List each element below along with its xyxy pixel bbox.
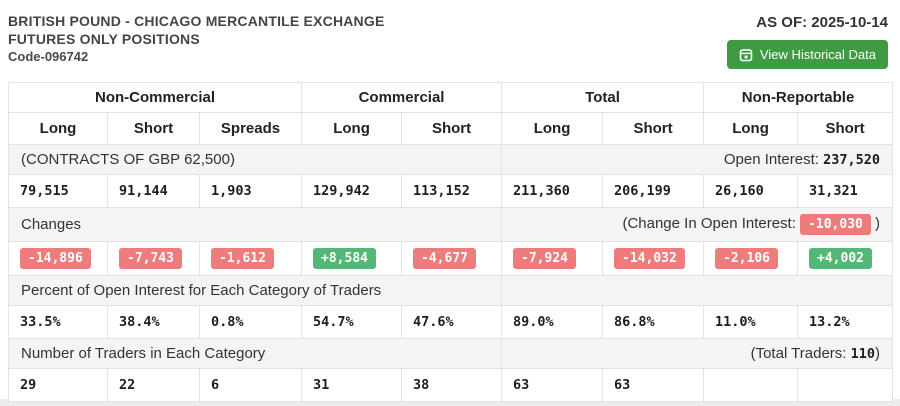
position-value: 211,360	[501, 174, 604, 208]
traders-value: 22	[107, 368, 200, 402]
position-value: 113,152	[401, 174, 503, 208]
col-header: Short	[797, 112, 894, 145]
group-header-non-reportable: Non-Reportable	[703, 82, 894, 113]
change-badge: -2,106	[715, 248, 778, 269]
change-oi-prefix: (Change In Open Interest:	[622, 215, 801, 232]
total-traders-cell: (Total Traders: 110)	[501, 338, 894, 369]
percent-value: 13.2%	[797, 305, 894, 339]
percent-value: 89.0%	[501, 305, 604, 339]
col-header: Long	[301, 112, 403, 145]
percent-label: Percent of Open Interest for Each Catego…	[7, 275, 503, 306]
header-right: AS OF: 2025-10-14 View Historical Data	[726, 12, 892, 69]
col-header: Spreads	[198, 112, 303, 145]
traders-value: 31	[301, 368, 403, 402]
col-header: Long	[8, 112, 108, 145]
percent-row: 33.5% 38.4% 0.8% 54.7% 47.6% 89.0% 86.8%…	[8, 305, 894, 339]
change-badge: +4,002	[809, 248, 872, 269]
changes-row: -14,896 -7,743 -1,612 +8,584 -4,677 -7,9…	[8, 241, 894, 276]
traders-label: Number of Traders in Each Category	[7, 338, 503, 369]
group-header-non-commercial: Non-Commercial	[7, 82, 303, 113]
report-title-line1: BRITISH POUND - CHICAGO MERCANTILE EXCHA…	[8, 13, 385, 29]
contracts-note: (CONTRACTS OF GBP 62,500)	[7, 144, 503, 175]
change-oi-suffix: )	[870, 215, 881, 232]
col-header: Long	[703, 112, 799, 145]
sub-header-row: Long Short Spreads Long Short Long Short…	[8, 112, 894, 145]
col-header: Long	[501, 112, 604, 145]
traders-value: 38	[401, 368, 503, 402]
traders-value	[797, 368, 894, 402]
position-value: 91,144	[107, 174, 200, 208]
percent-value: 54.7%	[301, 305, 403, 339]
col-header: Short	[107, 112, 200, 145]
percent-value: 86.8%	[602, 305, 705, 339]
positions-row: 79,515 91,144 1,903 129,942 113,152 211,…	[8, 174, 894, 208]
traders-value: 63	[602, 368, 705, 402]
change-badge: -7,743	[119, 248, 182, 269]
change-oi-badge: -10,030	[800, 214, 871, 235]
cot-table: Non-Commercial Commercial Total Non-Repo…	[7, 82, 894, 402]
position-value: 79,515	[8, 174, 108, 208]
percent-value: 47.6%	[401, 305, 503, 339]
position-value: 206,199	[602, 174, 705, 208]
change-open-interest-cell: (Change In Open Interest: -10,030 )	[501, 207, 894, 242]
change-badge: -14,896	[20, 248, 91, 269]
total-traders-prefix: (Total Traders:	[750, 345, 851, 362]
change-badge: +8,584	[313, 248, 376, 269]
report-title-line2: FUTURES ONLY POSITIONS	[8, 31, 200, 47]
contracts-band-row: (CONTRACTS OF GBP 62,500) Open Interest:…	[7, 144, 894, 175]
col-header: Short	[602, 112, 705, 145]
change-badge: -7,924	[513, 248, 576, 269]
percent-value: 11.0%	[703, 305, 799, 339]
report-titles: BRITISH POUND - CHICAGO MERCANTILE EXCHA…	[8, 12, 385, 66]
traders-value: 29	[8, 368, 108, 402]
percent-value: 0.8%	[198, 305, 303, 339]
calendar-icon	[739, 48, 753, 62]
open-interest-cell: Open Interest: 237,520	[501, 144, 894, 175]
change-badge: -14,032	[614, 248, 685, 269]
group-header-commercial: Commercial	[301, 82, 503, 113]
traders-value: 6	[198, 368, 303, 402]
percent-value: 33.5%	[8, 305, 108, 339]
change-badge: -4,677	[413, 248, 476, 269]
report-code: Code-096742	[8, 49, 89, 64]
view-historical-data-button[interactable]: View Historical Data	[726, 40, 888, 69]
percent-value: 38.4%	[107, 305, 200, 339]
group-header-total: Total	[501, 82, 705, 113]
total-traders-suffix: )	[875, 345, 881, 362]
view-historical-data-label: View Historical Data	[759, 47, 876, 62]
changes-label: Changes	[7, 207, 503, 242]
percent-band-row: Percent of Open Interest for Each Catego…	[7, 275, 894, 306]
as-of-date: AS OF: 2025-10-14	[756, 14, 888, 31]
position-value: 31,321	[797, 174, 894, 208]
change-badge: -1,612	[211, 248, 274, 269]
changes-band-row: Changes (Change In Open Interest: -10,03…	[7, 207, 894, 242]
position-value: 129,942	[301, 174, 403, 208]
traders-row: 29 22 6 31 38 63 63	[8, 368, 894, 402]
total-traders-value: 110	[850, 346, 876, 362]
traders-band-row: Number of Traders in Each Category (Tota…	[7, 338, 894, 369]
col-header: Short	[401, 112, 503, 145]
open-interest-value: 237,520	[823, 152, 881, 168]
percent-band-empty	[501, 275, 894, 306]
traders-value	[703, 368, 799, 402]
report-header: BRITISH POUND - CHICAGO MERCANTILE EXCHA…	[8, 12, 892, 69]
position-value: 26,160	[703, 174, 799, 208]
traders-value: 63	[501, 368, 604, 402]
group-header-row: Non-Commercial Commercial Total Non-Repo…	[7, 82, 894, 113]
position-value: 1,903	[198, 174, 303, 208]
open-interest-label: Open Interest:	[723, 151, 824, 168]
